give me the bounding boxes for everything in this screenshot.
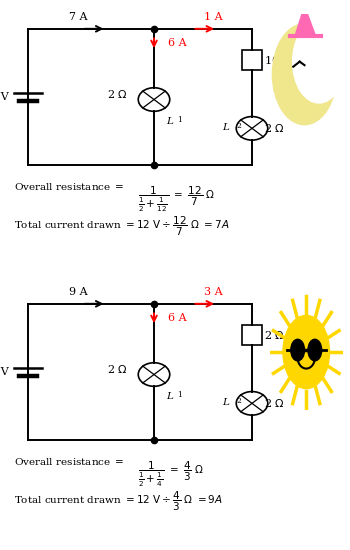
Text: 2 $\Omega$: 2 $\Omega$ (264, 329, 285, 341)
Circle shape (308, 339, 322, 361)
Text: 2: 2 (236, 122, 241, 130)
Text: 6 A: 6 A (168, 38, 187, 48)
Text: L: L (222, 123, 229, 131)
Text: 3 A: 3 A (204, 287, 223, 297)
Text: 2 $\Omega$: 2 $\Omega$ (107, 364, 128, 375)
Text: 1 A: 1 A (204, 12, 223, 22)
Text: 7 A: 7 A (69, 12, 88, 22)
Text: Total current drawn $= 12\ \mathrm{V} \div \dfrac{4}{3}\ \Omega\ = 9 A$: Total current drawn $= 12\ \mathrm{V} \d… (14, 490, 223, 513)
Text: 2 $\Omega$: 2 $\Omega$ (264, 122, 285, 134)
Circle shape (272, 24, 337, 125)
Text: L: L (166, 392, 173, 400)
Text: 12 V: 12 V (0, 92, 9, 102)
Circle shape (291, 339, 304, 361)
Text: 1: 1 (177, 116, 182, 124)
Text: 9 A: 9 A (69, 287, 88, 297)
Bar (242, 51, 262, 70)
Circle shape (293, 20, 345, 103)
Text: Total current drawn $= 12\ \mathrm{V} \div \dfrac{12}{7}\ \Omega\ = 7 A$: Total current drawn $= 12\ \mathrm{V} \d… (14, 214, 230, 238)
Text: 2 $\Omega$: 2 $\Omega$ (264, 397, 285, 409)
Text: 10 $\Omega$: 10 $\Omega$ (264, 54, 292, 66)
Text: $\dfrac{1}{\frac{1}{2} + \frac{1}{12}}$$\ =\ \dfrac{12}{7}\ \Omega$: $\dfrac{1}{\frac{1}{2} + \frac{1}{12}}$$… (138, 184, 216, 213)
Polygon shape (295, 6, 316, 36)
Bar (242, 326, 262, 345)
Text: 2 $\Omega$: 2 $\Omega$ (107, 89, 128, 100)
Text: 6 A: 6 A (168, 313, 187, 323)
Text: $\dfrac{1}{\frac{1}{2} + \frac{1}{4}}$$\ =\ \dfrac{4}{3}\ \Omega$: $\dfrac{1}{\frac{1}{2} + \frac{1}{4}}$$\… (138, 459, 204, 488)
Text: 12 V: 12 V (0, 367, 9, 377)
Text: Overall resistance $=\ $: Overall resistance $=\ $ (14, 181, 125, 192)
Text: 2: 2 (236, 397, 241, 405)
Text: Overall resistance $=\ $: Overall resistance $=\ $ (14, 456, 125, 467)
Text: L: L (166, 117, 173, 125)
Circle shape (283, 315, 329, 388)
Text: 1: 1 (177, 391, 182, 399)
Text: L: L (222, 398, 229, 406)
